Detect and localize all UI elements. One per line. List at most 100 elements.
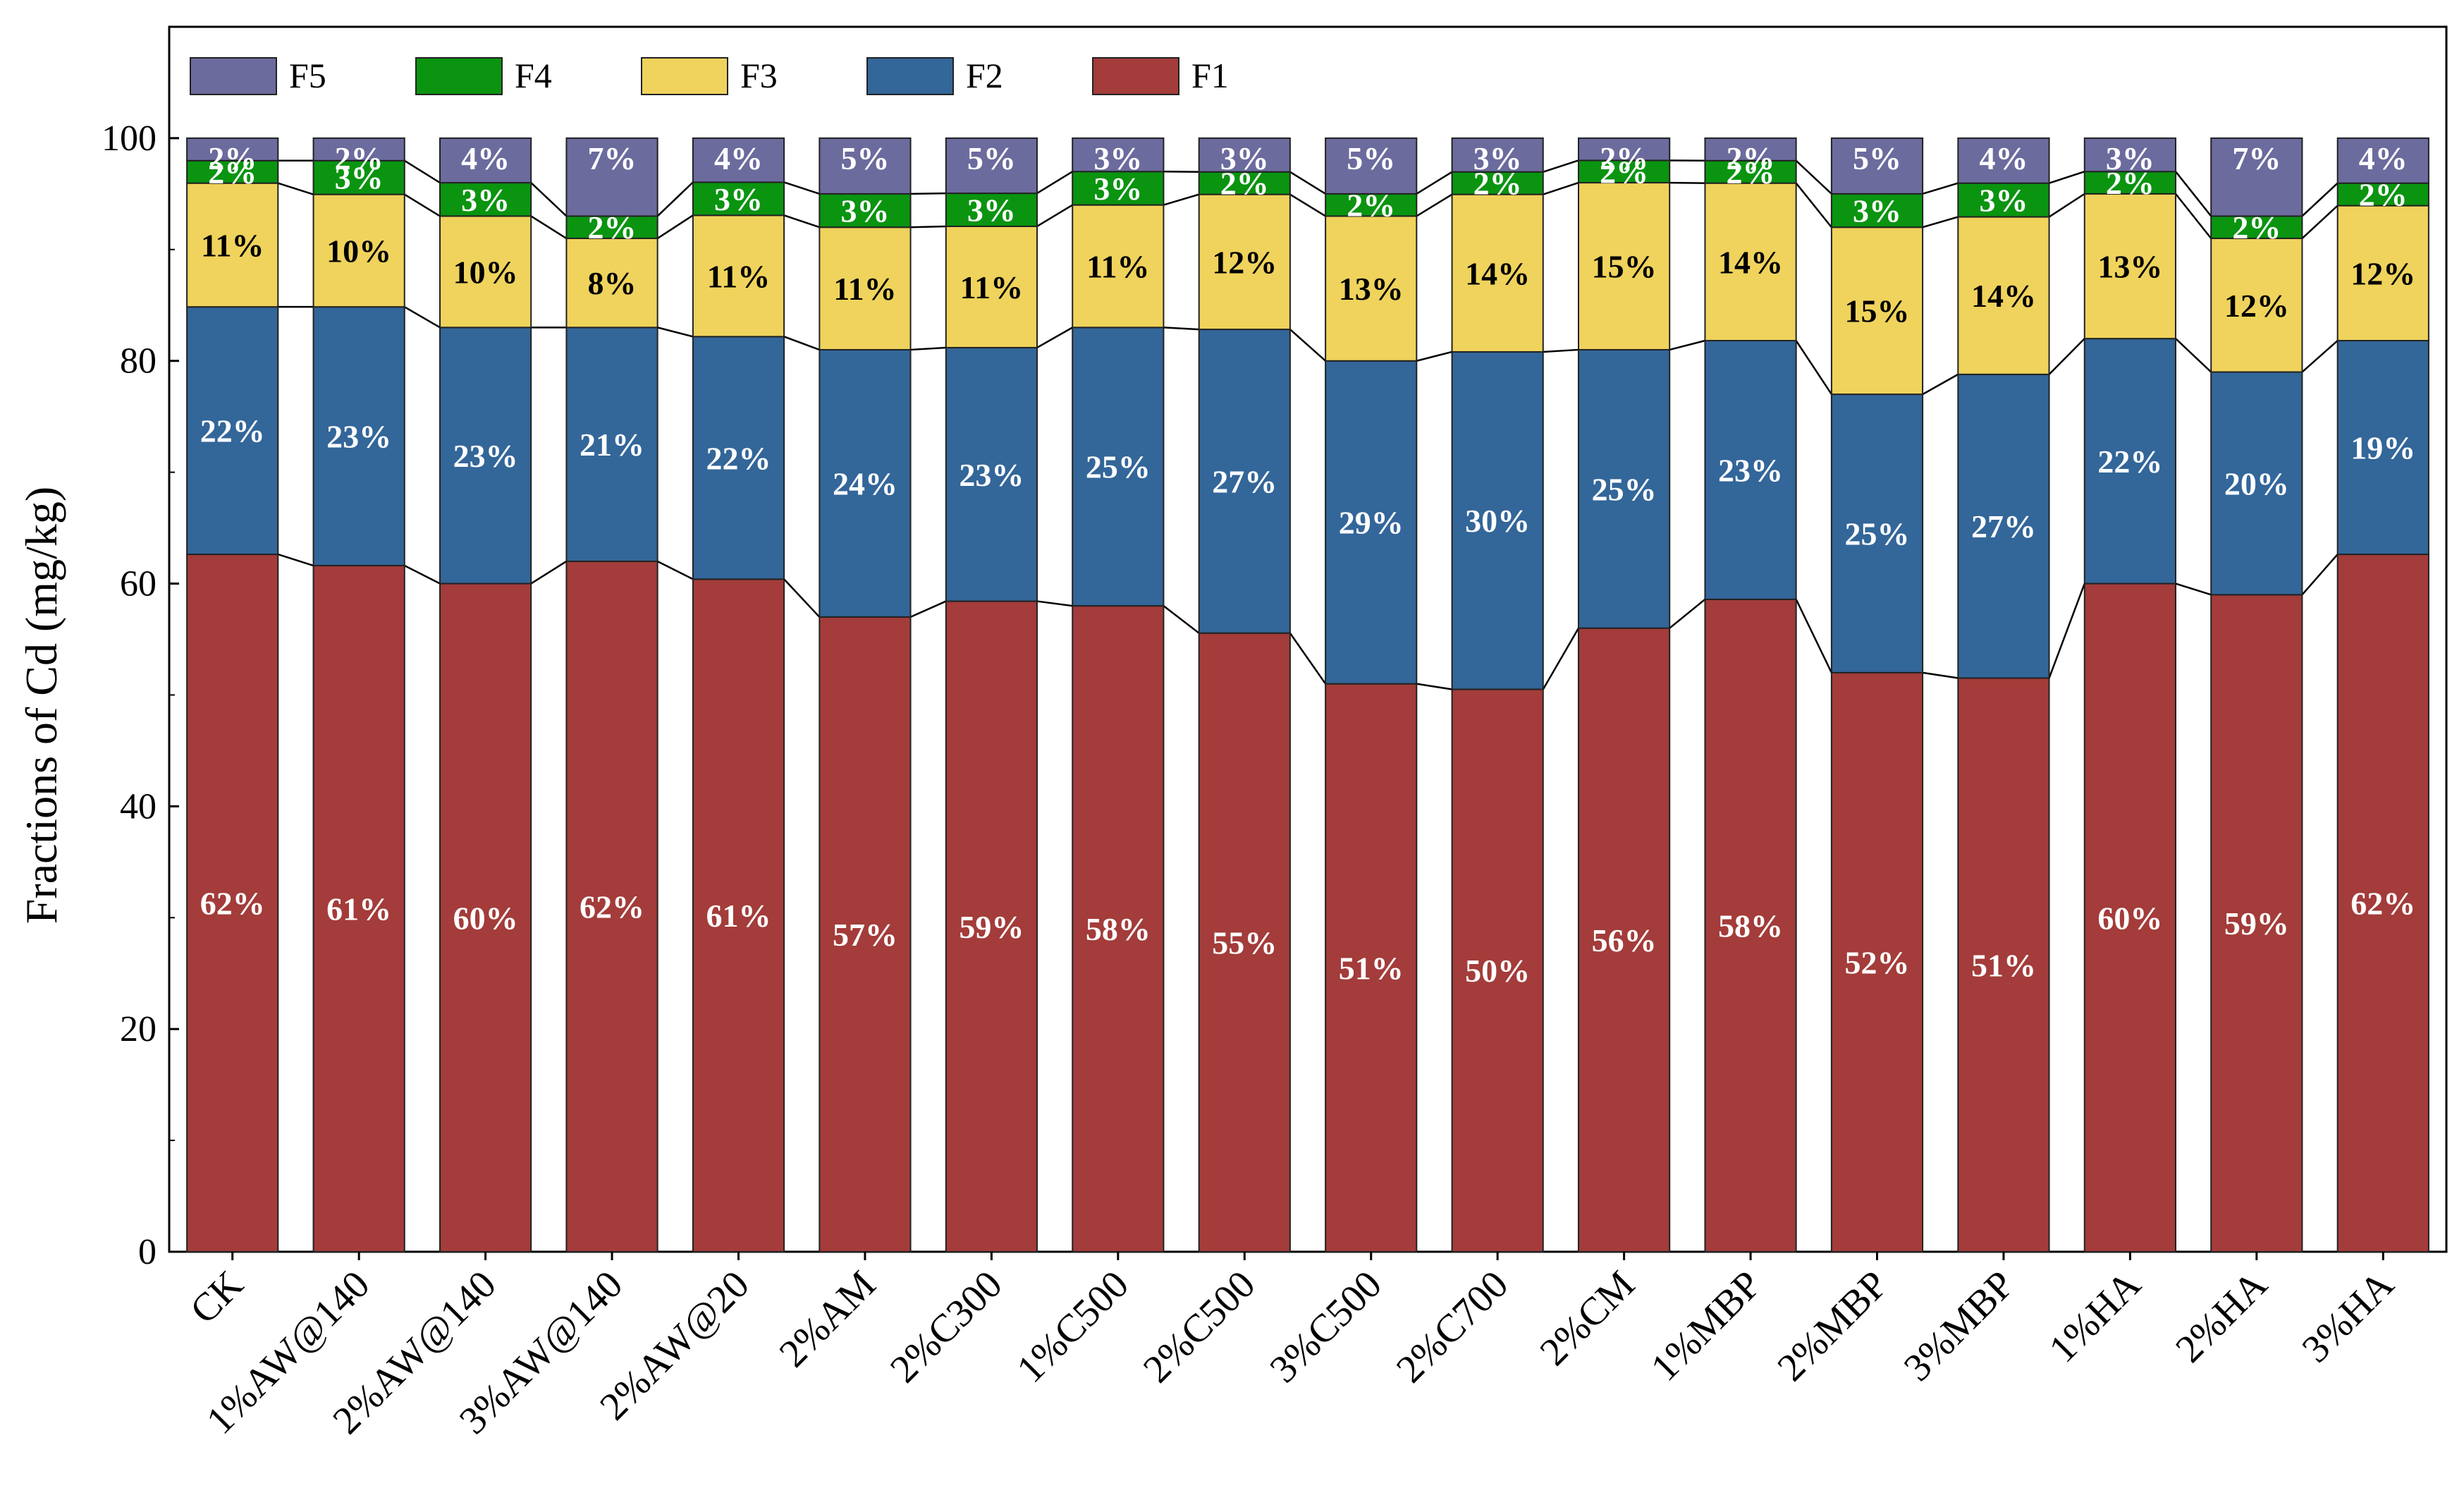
segment-label-f3: 15% [1592,249,1657,285]
segment-label-f3: 11% [201,227,264,263]
bar-segment-f3 [692,214,785,338]
x-category-label: CK [182,1262,252,1332]
bar-segment-f1 [819,616,912,1252]
connector-line [783,336,820,351]
connector-line [1669,339,1705,351]
segment-labels: 62%22%11%2%2%61%23%10%3%2%60%23%10%3%4%6… [200,140,2416,989]
connector-line [1036,600,1073,607]
connector-line [1416,171,1453,195]
connector-line [2301,554,2339,596]
bar-segment-f2 [312,306,405,567]
segment-label-f3: 10% [326,233,391,269]
segment-label-f5: 2% [1727,140,1775,176]
legend-swatch-f3 [641,57,728,95]
bar-segment-f4 [1704,159,1797,184]
bar-segment-f3 [819,226,912,350]
segment-label-f4: 3% [840,193,889,229]
y-tick-label: 20 [120,1009,157,1049]
connector-line [530,215,568,240]
segment-label-f1: 61% [326,891,391,927]
x-category-label: 2%C300 [882,1262,1010,1391]
bar-segment-f5 [439,137,532,184]
legend-swatch-f4 [415,57,503,95]
connector-line [2175,193,2212,239]
bar-segment-f5 [1578,137,1671,161]
segment-label-f5: 3% [2106,140,2155,176]
connector-line [783,181,820,195]
connector-line [656,214,694,240]
connector-line [1289,633,1327,685]
bar-segment-f5 [1957,137,2050,184]
bar-segment-f2 [1072,327,1165,607]
bars [186,137,2429,1252]
legend-swatch-f5 [190,57,277,95]
bar-segment-f1 [1325,683,1418,1252]
bar-segment-f2 [1451,350,1544,690]
segment-label-f1: 62% [580,889,644,925]
bar-segment-f3 [312,193,405,308]
bar-segment-f1 [1704,598,1797,1252]
segment-label-f5: 2% [335,140,384,176]
connector-line [1543,348,1579,353]
connector-line [783,214,820,228]
bar-segment-f5 [1072,137,1165,173]
connector-line [910,600,947,618]
bar-segment-f2 [1578,348,1671,629]
segment-label-f1: 60% [2097,900,2162,936]
bar-segment-f3 [2336,205,2429,342]
connector-line [404,306,441,329]
legend-label-f4: F4 [515,56,552,95]
bar-segment-f1 [2210,594,2303,1252]
bar-segment-f5 [2336,137,2429,184]
segment-label-f5: 7% [588,140,637,176]
bar-segment-f2 [2083,338,2176,585]
connector-line [2301,205,2339,239]
connector-line [783,578,821,618]
connector-line [1416,193,1453,217]
connector-line [2301,182,2339,217]
legend-label-f5: F5 [289,56,326,95]
bar-segment-f3 [186,182,279,308]
y-tick-label: 60 [120,564,157,604]
bar-segment-f2 [1957,373,2050,679]
bar-segment-f5 [819,137,912,195]
segment-label-f4: 3% [461,182,510,218]
legend-label-f3: F3 [740,56,778,95]
connector-line [1669,598,1706,629]
bar-segment-f3 [1578,182,1671,350]
connector-line [910,346,946,351]
connector-line [910,192,946,195]
segment-label-f3: 12% [2350,255,2415,291]
segment-label-f3: 14% [1718,244,1783,280]
connector-line [1543,181,1579,195]
segment-label-f5: 5% [1853,140,1901,176]
connector-line [2175,583,2212,596]
segment-label-f4: 3% [714,181,763,217]
bar-segment-f5 [1704,137,1797,161]
segment-label-f2: 22% [706,440,771,476]
bar-segment-f1 [1578,627,1671,1252]
segment-label-f2: 27% [1212,463,1277,499]
segment-label-f2: 25% [1086,449,1151,485]
segment-label-f1: 58% [1718,908,1783,944]
segment-label-f4: 3% [1979,183,2028,219]
segment-label-f4: 2% [2232,209,2281,245]
segment-label-f3: 11% [707,258,770,294]
bar-segment-f2 [1325,360,1418,685]
segment-label-f4: 2% [1600,154,1648,190]
bar-segment-f2 [1198,329,1291,634]
segment-label-f5: 5% [840,140,889,176]
series-connectors [277,159,2339,690]
legend-swatch-f1 [1092,57,1179,95]
segment-label-f3: 11% [833,271,896,307]
connector-line [2049,171,2085,184]
y-tick-label: 80 [120,341,157,382]
segment-label-f5: 5% [1347,140,1395,176]
bar-segment-f2 [186,306,279,556]
segment-label-f4: 2% [208,154,257,190]
y-axis-title: Fractions of Cd (mg/kg) [16,487,66,924]
x-category-label: 3%C500 [1261,1262,1390,1391]
segment-label-f2: 25% [1845,516,1910,551]
segment-label-f4: 2% [1473,166,1522,202]
bar-segment-f1 [1198,632,1291,1252]
